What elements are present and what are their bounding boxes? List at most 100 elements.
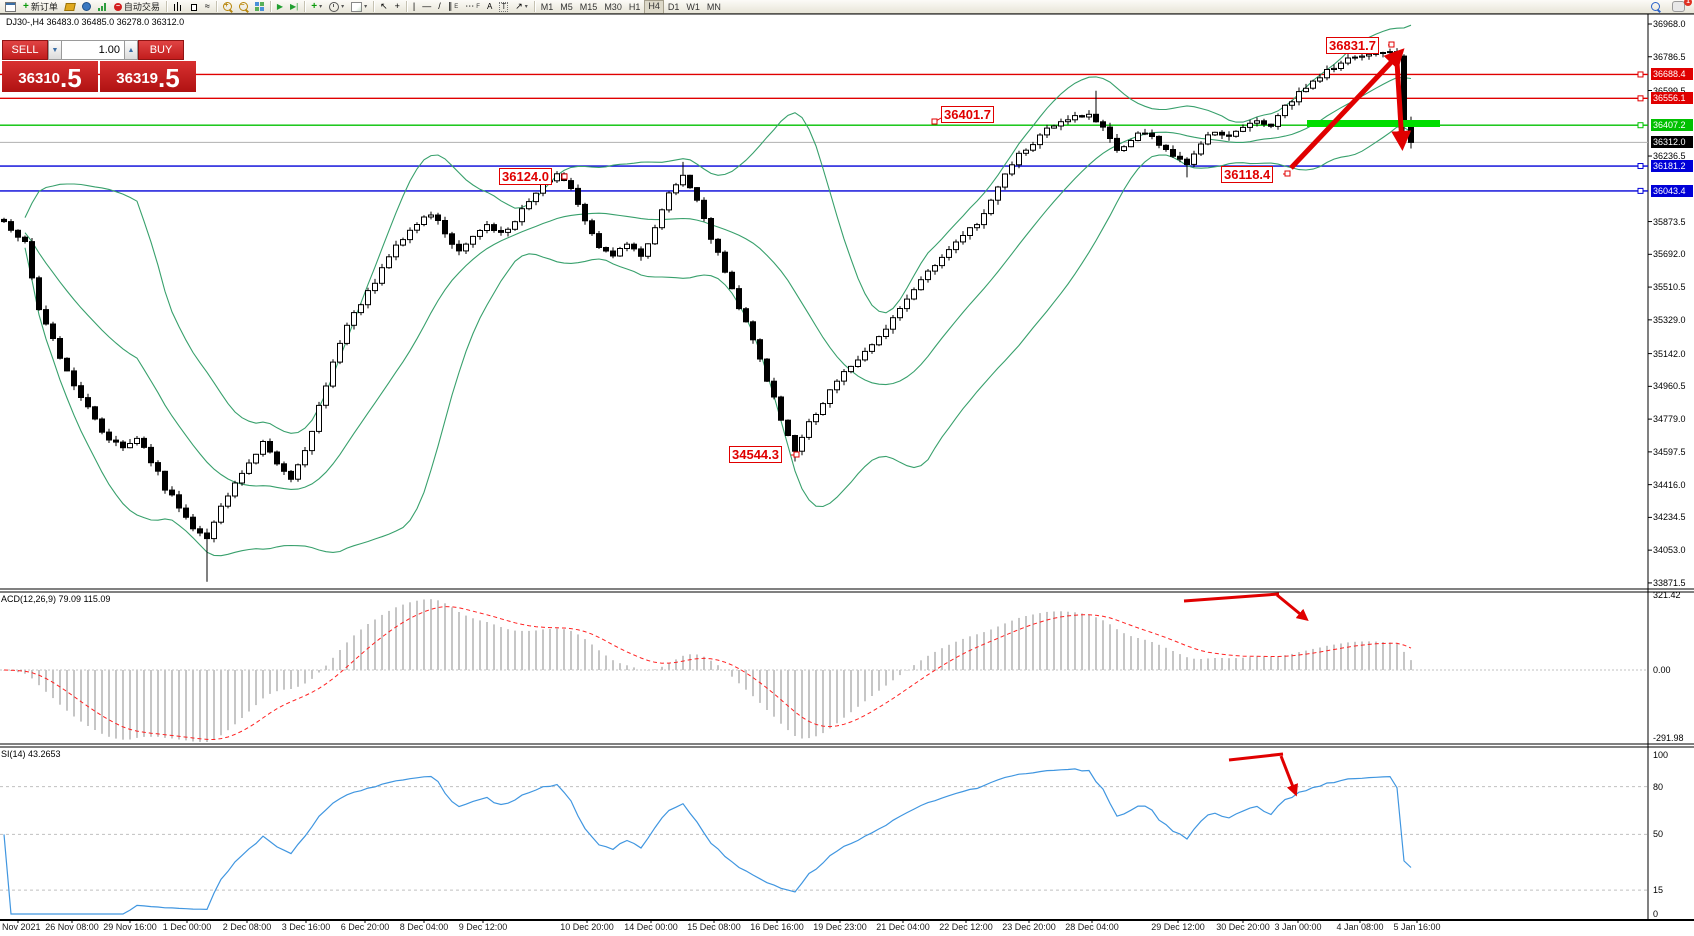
trend-arrow[interactable] (1276, 593, 1309, 622)
zoom-in-icon: + (222, 2, 232, 11)
timeframe-m15-button[interactable]: M15 (579, 1, 598, 12)
volume-increase-button[interactable]: ▲ (124, 40, 138, 60)
trend-arrow[interactable] (1391, 61, 1412, 151)
label-tool-button[interactable]: T (496, 1, 511, 13)
trend-arrow[interactable] (1289, 48, 1405, 170)
bar-chart-button[interactable] (170, 1, 185, 13)
buy-button[interactable]: BUY (138, 40, 184, 60)
timeframe-m5-button[interactable]: M5 (560, 1, 573, 12)
green-level-bar[interactable] (1307, 120, 1440, 127)
rsi-label: SI(14) 43.2653 (1, 749, 61, 759)
zoom-out-button[interactable]: − (236, 1, 251, 13)
chevron-down-icon: ▾ (364, 3, 368, 10)
drawing-objects[interactable] (561, 41, 1440, 797)
rsi-tick-label: 80 (1653, 781, 1664, 792)
new-order-plus-icon: + (23, 1, 29, 12)
new-chart-button[interactable] (2, 1, 19, 13)
horizontal-line-objects[interactable] (0, 71, 1648, 194)
price-annotation-label[interactable]: 34544.3 (729, 446, 782, 463)
timeframe-h1-button[interactable]: H1 (628, 1, 641, 12)
fibonacci-icon: ⋯ (465, 1, 475, 11)
price-tick-label: 35329.0 (1653, 314, 1686, 325)
time-tick-label: 1 Dec 00:00 (162, 922, 212, 932)
price-tick-label: 34234.5 (1653, 512, 1686, 523)
price-annotation-label[interactable]: 36118.4 (1221, 166, 1274, 183)
timeframe-m30-button[interactable]: M30 (604, 1, 622, 12)
sell-price-frac: .5 (60, 63, 82, 93)
price-annotation-label[interactable]: 36401.7 (941, 106, 994, 123)
price-badge: 36556.1 (1651, 92, 1693, 105)
templates-button[interactable]: ▾ (348, 1, 370, 13)
timeframe-w1-button[interactable]: W1 (686, 1, 700, 12)
auto-scroll-button[interactable]: ▶ (274, 1, 286, 13)
periods-button[interactable]: ▾ (326, 1, 347, 13)
time-tick-label: 10 Dec 20:00 (560, 922, 614, 932)
notification-badge: 1 (1684, 0, 1692, 6)
volume-input[interactable] (62, 40, 124, 60)
toolbar-separator (165, 1, 167, 12)
zoom-in-button[interactable]: + (220, 1, 235, 13)
time-tick-label: 4 Jan 08:00 (1336, 922, 1384, 932)
search-button[interactable] (1648, 1, 1663, 13)
time-tick-label: 3 Jan 00:00 (1274, 922, 1322, 932)
macd-tick-label: -291.98 (1653, 733, 1684, 744)
time-tick-label: Nov 2021 (2, 922, 41, 932)
timeframe-m1-button[interactable]: M1 (540, 1, 554, 12)
chevron-down-icon: ▾ (319, 3, 323, 10)
chart-shift-button[interactable]: ▶| (287, 1, 301, 13)
time-tick-label: 26 Nov 08:00 (45, 922, 99, 932)
candlestick-chart-button[interactable] (186, 1, 201, 13)
label-tool-icon: T (499, 1, 509, 12)
timeframe-mn-button[interactable]: MN (706, 1, 721, 12)
fibonacci-tool-button[interactable]: ⋯ F (462, 1, 483, 13)
time-tick-label: 9 Dec 12:00 (458, 922, 508, 932)
notifications-button[interactable]: 1 (1669, 0, 1692, 13)
trend-arrow[interactable] (1183, 592, 1280, 603)
price-tick-label: 33871.5 (1653, 577, 1686, 588)
price-tick-label: 36786.5 (1653, 51, 1686, 62)
text-tool-button[interactable]: A (484, 1, 495, 13)
arrows-tool-button[interactable]: ↗ ▾ (512, 1, 531, 13)
indicators-add-icon: + (311, 1, 318, 12)
tile-windows-button[interactable] (252, 1, 267, 13)
trend-arrow[interactable] (1279, 755, 1298, 797)
price-badge: 36407.2 (1651, 119, 1693, 132)
volume-decrease-button[interactable]: ▼ (48, 40, 62, 60)
timeframe-h4-button[interactable]: H4 (644, 0, 664, 14)
auto-trading-button[interactable]: − 自动交易 (111, 1, 163, 13)
price-tick-label: 35510.5 (1653, 282, 1686, 293)
new-order-button[interactable]: + 新订单 (20, 1, 61, 13)
chart-frame (0, 13, 1694, 923)
candlestick-icon (189, 2, 198, 11)
timeframe-d1-button[interactable]: D1 (667, 1, 680, 12)
price-annotation-label[interactable]: 36831.7 (1326, 37, 1379, 54)
buy-price-display[interactable]: 36319.5 (100, 61, 196, 92)
sell-button[interactable]: SELL (2, 40, 48, 60)
sell-price-display[interactable]: 36310.5 (2, 61, 98, 92)
channel-tool-button[interactable]: ∥ E (445, 1, 462, 13)
price-annotation-label[interactable]: 36124.0 (499, 168, 552, 185)
price-tick-label: 34416.0 (1653, 479, 1686, 490)
indicators-button[interactable]: + ▾ (308, 1, 325, 13)
horizontal-line-tool-button[interactable]: — (419, 1, 434, 13)
search-icon (1651, 2, 1660, 11)
time-tick-label: 14 Dec 00:00 (624, 922, 678, 932)
vertical-line-icon: | (412, 1, 416, 11)
cursor-tool-button[interactable]: ↖ (377, 1, 391, 13)
crosshair-tool-button[interactable]: + (392, 1, 403, 13)
chevron-down-icon: ▾ (524, 3, 528, 10)
toolbar-separator (215, 1, 217, 12)
clock-icon (329, 1, 340, 12)
vertical-line-tool-button[interactable]: | (410, 1, 418, 13)
signal-button[interactable] (95, 1, 110, 13)
horizontal-line-icon: — (422, 1, 432, 11)
trendline-tool-button[interactable]: / (435, 1, 444, 13)
line-chart-button[interactable]: ≈ (202, 1, 213, 13)
price-tick-label: 34960.5 (1653, 381, 1686, 392)
profile-icon (81, 2, 91, 11)
trend-arrow[interactable] (1228, 752, 1284, 762)
profile-button[interactable] (79, 1, 94, 13)
chart-title: DJ30-,H4 36483.0 36485.0 36278.0 36312.0 (6, 17, 185, 27)
